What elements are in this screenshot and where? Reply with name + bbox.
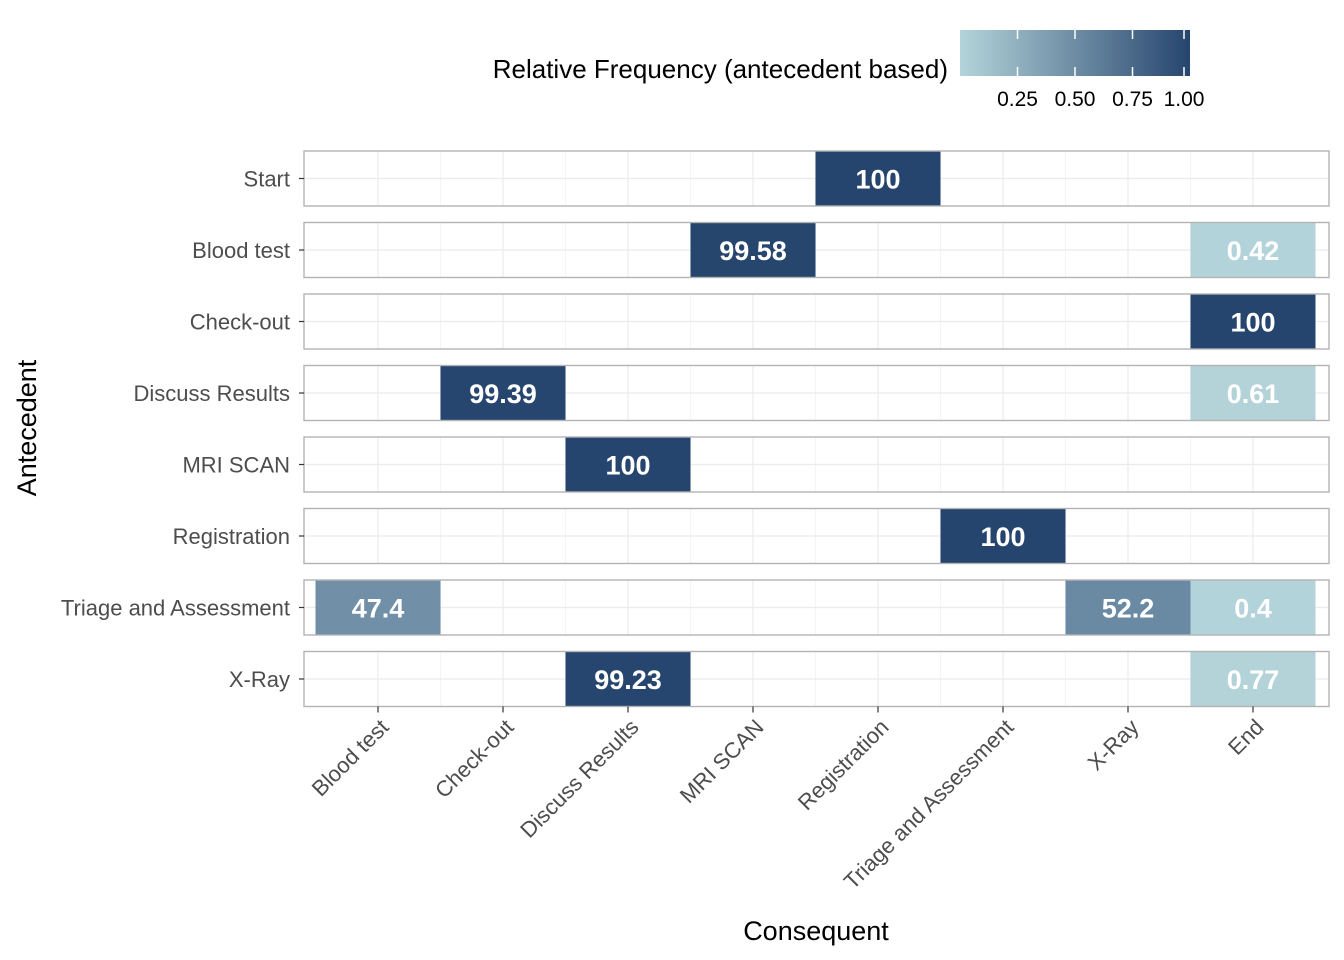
cell-value-label: 99.23	[594, 665, 662, 695]
heatmap-cell	[1190, 294, 1316, 349]
y-tick-label: Triage and Assessment	[61, 596, 290, 621]
facet-panel: 99.58 0.42	[303, 221, 1330, 279]
x-tick-label: X-Ray	[1083, 714, 1144, 775]
y-tick-label: Blood test	[192, 238, 290, 263]
facet-panel: 99.39 0.61	[303, 364, 1330, 422]
cell-value-label: 100	[855, 165, 900, 195]
legend-title: Relative Frequency (antecedent based)	[493, 54, 948, 84]
y-tick-label: MRI SCAN	[182, 453, 290, 478]
legend-tick-label: 0.50	[1055, 88, 1096, 111]
y-tick-label: X-Ray	[229, 667, 290, 692]
legend-tick-label: 1.00	[1164, 88, 1205, 111]
heatmap-cell	[565, 651, 691, 707]
heatmap-cell	[1190, 580, 1316, 635]
heatmap-cell	[565, 437, 691, 492]
cell-value-label: 99.39	[469, 379, 537, 409]
y-tick-label: Check-out	[190, 310, 290, 335]
cell-value-label: 99.58	[719, 236, 787, 266]
cell-value-label: 0.4	[1234, 594, 1272, 624]
legend: 0.25 0.50 0.75 1.00	[960, 30, 1204, 111]
heatmap-cell	[440, 365, 566, 421]
cell-value-label: 0.61	[1227, 379, 1280, 409]
cell-value-label: 52.2	[1102, 594, 1155, 624]
legend-tick-label: 0.75	[1112, 88, 1153, 111]
cell-value-label: 100	[1230, 308, 1275, 338]
cell-value-label: 100	[980, 522, 1025, 552]
heatmap-cell	[1190, 365, 1316, 421]
heatmap-cell	[815, 151, 941, 206]
heatmap-cell	[315, 580, 441, 635]
facet-panel: 100	[303, 507, 1330, 565]
x-tick-label: Blood test	[307, 714, 394, 801]
y-tick-label: Start	[244, 167, 290, 192]
heatmap-cell	[940, 508, 1066, 564]
facet-panel: 100	[303, 436, 1330, 493]
x-tick-label: Discuss Results	[515, 714, 643, 842]
legend-tick-label: 0.25	[997, 88, 1038, 111]
x-axis-title: Consequent	[743, 916, 889, 946]
facet-panel: 99.23 0.77	[303, 650, 1330, 708]
x-tick-label: MRI SCAN	[675, 714, 769, 808]
facet-panel: 47.4 52.2 0.4	[303, 579, 1330, 636]
heatmap-cell	[1065, 580, 1191, 635]
y-tick-label: Discuss Results	[134, 381, 290, 406]
cell-value-label: 0.77	[1227, 665, 1280, 695]
y-tick-label: Registration	[173, 524, 290, 549]
x-tick-label: End	[1223, 714, 1268, 759]
heatmap-cell	[1190, 651, 1316, 707]
x-tick-label: Registration	[793, 714, 894, 815]
cell-value-label: 100	[605, 451, 650, 481]
facet-panels: 100 99.58 0.42 100 99.39 0.61 100 100 47.4 52.2 0.…	[303, 150, 1330, 708]
cell-value-label: 47.4	[352, 594, 405, 624]
y-tick-labels: Start Blood test Check-out Discuss Results M…	[61, 167, 304, 692]
facet-panel: 100	[303, 293, 1330, 350]
cell-value-label: 0.42	[1227, 236, 1280, 266]
y-axis-title: Antecedent	[12, 359, 42, 496]
heatmap-cell	[690, 222, 816, 278]
facet-panel: 100	[303, 150, 1330, 207]
heatmap-cell	[1190, 222, 1316, 278]
x-tick-label: Check-out	[430, 714, 519, 803]
